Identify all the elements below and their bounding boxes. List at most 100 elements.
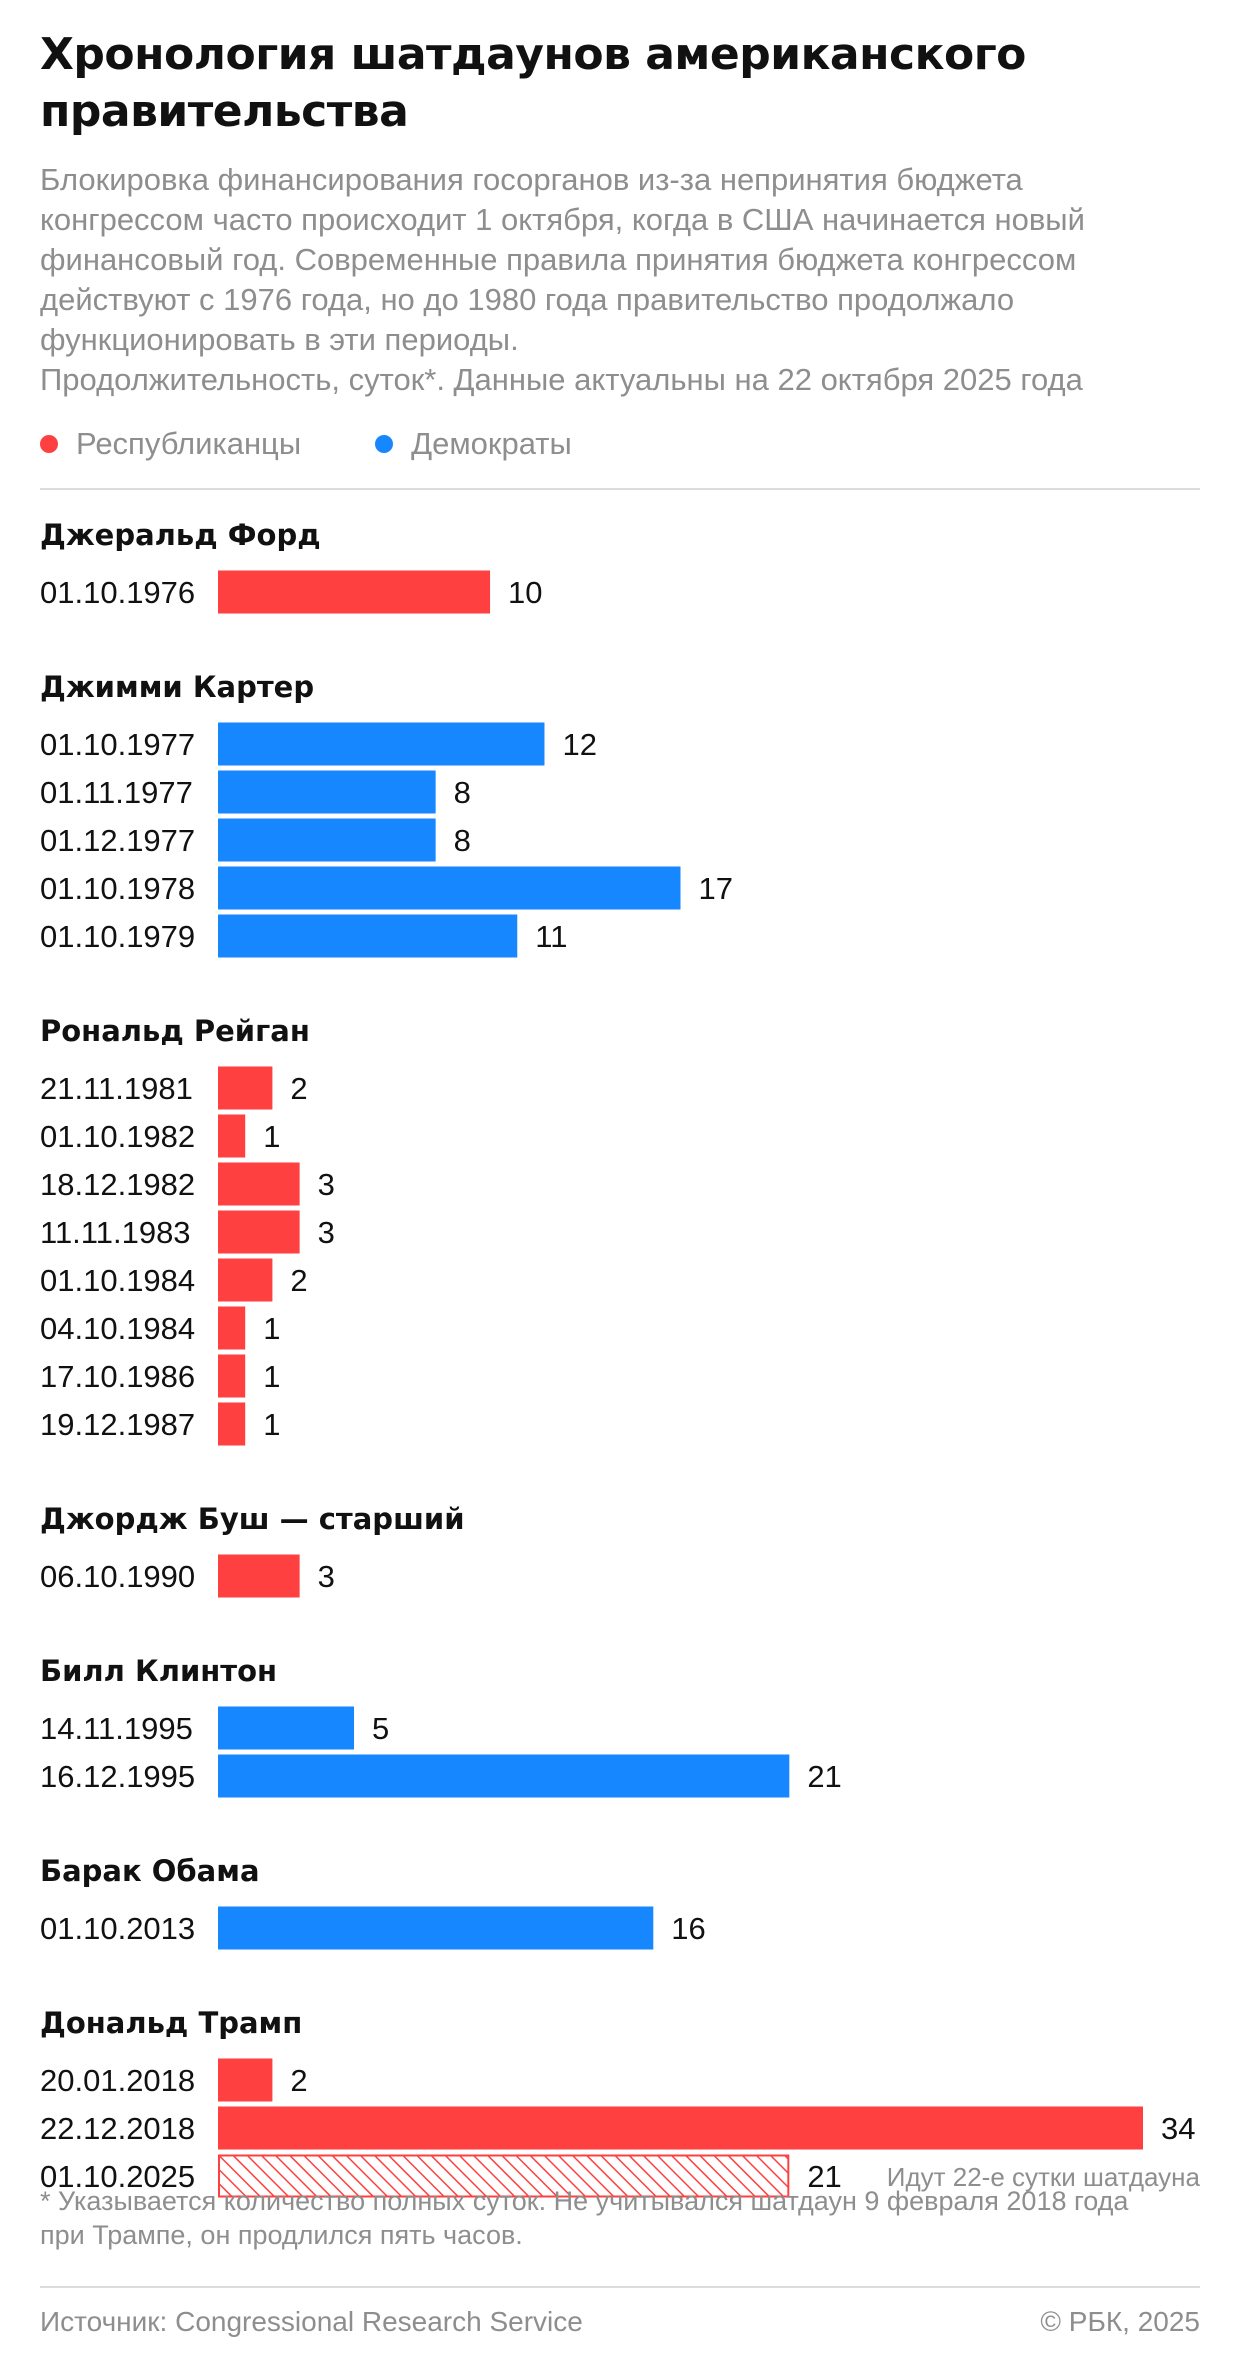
legend-dot-red-icon xyxy=(40,435,58,453)
bar-value-label: 8 xyxy=(454,775,471,810)
bar xyxy=(218,818,436,862)
chart-body: Джеральд Форд 01.10.1976 10 Джимми Картер 01… xyxy=(40,518,1201,2198)
bar xyxy=(218,1114,246,1158)
bar-date-label: 01.10.2025 xyxy=(40,2159,195,2194)
bar-date-label: 01.10.1982 xyxy=(40,1119,195,1154)
divider xyxy=(40,488,1200,490)
bar-date-label: 20.01.2018 xyxy=(40,2063,195,2098)
bar-date-label: 06.10.1990 xyxy=(40,1559,195,1594)
subtitle: Блокировка финансирования госорганов из-… xyxy=(40,160,1200,400)
legend-label: Демократы xyxy=(411,426,572,461)
bar xyxy=(218,1306,246,1350)
bar-date-label: 16.12.1995 xyxy=(40,1759,195,1794)
bar-value-label: 1 xyxy=(263,1119,280,1154)
bar xyxy=(218,1162,300,1206)
subtitle-line: действуют с 1976 года, но до 1980 года п… xyxy=(40,282,1015,317)
bar-value-label: 1 xyxy=(263,1407,280,1442)
legend: Республиканцы Демократы xyxy=(40,424,1200,464)
president-name: Дональд Трамп xyxy=(40,2006,302,2040)
copyright-text: © РБК, 2025 xyxy=(1040,2306,1200,2337)
legend-dot-blue-icon xyxy=(375,435,394,453)
bar-date-label: 01.11.1977 xyxy=(40,775,193,810)
president-name: Джимми Картер xyxy=(40,670,314,704)
bar xyxy=(218,1402,246,1446)
legend-item-democrats: Демократы xyxy=(375,426,572,462)
bar xyxy=(218,1258,273,1302)
bar-value-label: 2 xyxy=(290,1071,307,1106)
subtitle-line: конгрессом часто происходит 1 октября, к… xyxy=(40,202,1085,237)
president-name: Джордж Буш — старший xyxy=(40,1502,465,1536)
bar xyxy=(218,1554,300,1598)
bar-value-label: 8 xyxy=(454,823,471,858)
president-group: Джимми Картер 01.10.1977 12 01.11.1977 8 01.1… xyxy=(40,670,733,958)
subtitle-line: Блокировка финансирования госорганов из-… xyxy=(40,162,1023,197)
president-group: Билл Клинтон 14.11.1995 5 16.12.1995 21 xyxy=(40,1654,842,1798)
bar-value-label: 3 xyxy=(318,1215,335,1250)
president-name: Билл Клинтон xyxy=(40,1654,277,1688)
divider xyxy=(40,2286,1200,2288)
bar-value-label: 5 xyxy=(372,1711,389,1746)
bar-value-label: 17 xyxy=(699,871,733,906)
footnote: * Указывается количество полных суток. Н… xyxy=(40,2184,1200,2252)
bar-date-label: 19.12.1987 xyxy=(40,1407,195,1442)
bar xyxy=(218,1354,246,1398)
bar-date-label: 11.11.1983 xyxy=(40,1215,191,1250)
bar-value-label: 11 xyxy=(535,919,567,954)
bar-date-label: 14.11.1995 xyxy=(40,1711,193,1746)
bar xyxy=(218,570,491,614)
bar-value-label: 10 xyxy=(508,575,542,610)
bar-date-label: 04.10.1984 xyxy=(40,1311,195,1346)
bar xyxy=(218,770,436,814)
page-title: Хронология шатдаунов американского прави… xyxy=(40,29,1026,137)
bar xyxy=(218,722,545,766)
bar-date-label: 01.10.1978 xyxy=(40,871,195,906)
bar-date-label: 17.10.1986 xyxy=(40,1359,195,1394)
subtitle-line: Продолжительность, суток*. Данные актуал… xyxy=(40,362,1083,397)
bar xyxy=(218,866,681,910)
bar-date-label: 22.12.2018 xyxy=(40,2111,195,2146)
bar-value-label: 16 xyxy=(671,1911,705,1946)
bar-value-label: 21 xyxy=(807,2159,841,2194)
president-name: Барак Обама xyxy=(40,1854,260,1888)
bar xyxy=(218,1210,300,1254)
bar-date-label: 21.11.1981 xyxy=(40,1071,193,1106)
subtitle-line: финансовый год. Современные правила прин… xyxy=(40,242,1077,277)
bar-date-label: 01.10.1984 xyxy=(40,1263,195,1298)
bar-date-label: 01.10.1979 xyxy=(40,919,195,954)
bar xyxy=(218,914,518,958)
bar-value-label: 2 xyxy=(290,2063,307,2098)
bar-value-label: 3 xyxy=(318,1167,335,1202)
president-group: Барак Обама 01.10.2013 16 xyxy=(40,1854,706,1950)
subtitle-line: функционировать в эти периоды. xyxy=(40,322,519,357)
president-group: Джеральд Форд 01.10.1976 10 xyxy=(40,518,543,614)
bar-value-label: 1 xyxy=(263,1311,280,1346)
bar-value-label: 2 xyxy=(290,1263,307,1298)
source-text: Источник: Congressional Research Service xyxy=(40,2306,583,2337)
bar-value-label: 34 xyxy=(1161,2111,1195,2146)
bar xyxy=(218,1754,790,1798)
bar-ongoing xyxy=(218,2154,790,2198)
bar-date-label: 01.12.1977 xyxy=(40,823,195,858)
bar xyxy=(218,2106,1143,2150)
legend-label: Республиканцы xyxy=(76,426,302,461)
bar xyxy=(218,2058,273,2102)
bar-date-label: 01.10.1977 xyxy=(40,727,195,762)
president-group: Дональд Трамп 20.01.2018 2 22.12.2018 34 01.1… xyxy=(40,2006,1201,2198)
bar-value-label: 1 xyxy=(263,1359,280,1394)
bar xyxy=(218,1706,355,1750)
bar-date-label: 18.12.1982 xyxy=(40,1167,195,1202)
legend-item-republicans: Республиканцы xyxy=(40,426,301,462)
president-group: Джордж Буш — старший 06.10.1990 3 xyxy=(40,1502,465,1598)
bar-date-label: 01.10.1976 xyxy=(40,575,195,610)
bar-date-label: 01.10.2013 xyxy=(40,1911,195,1946)
footnote-line: при Трампе, он продлился пять часов. xyxy=(40,2220,523,2250)
bar-note-label: Идут 22-е сутки шатдауна xyxy=(887,2162,1201,2192)
president-name: Джеральд Форд xyxy=(40,518,321,552)
president-name: Рональд Рейган xyxy=(40,1014,310,1048)
bar-value-label: 3 xyxy=(318,1559,335,1594)
bar xyxy=(218,1906,654,1950)
footnote-line: * Указывается количество полных суток. Н… xyxy=(40,2186,1129,2216)
bar-value-label: 12 xyxy=(562,727,596,762)
bar-value-label: 21 xyxy=(807,1759,841,1794)
